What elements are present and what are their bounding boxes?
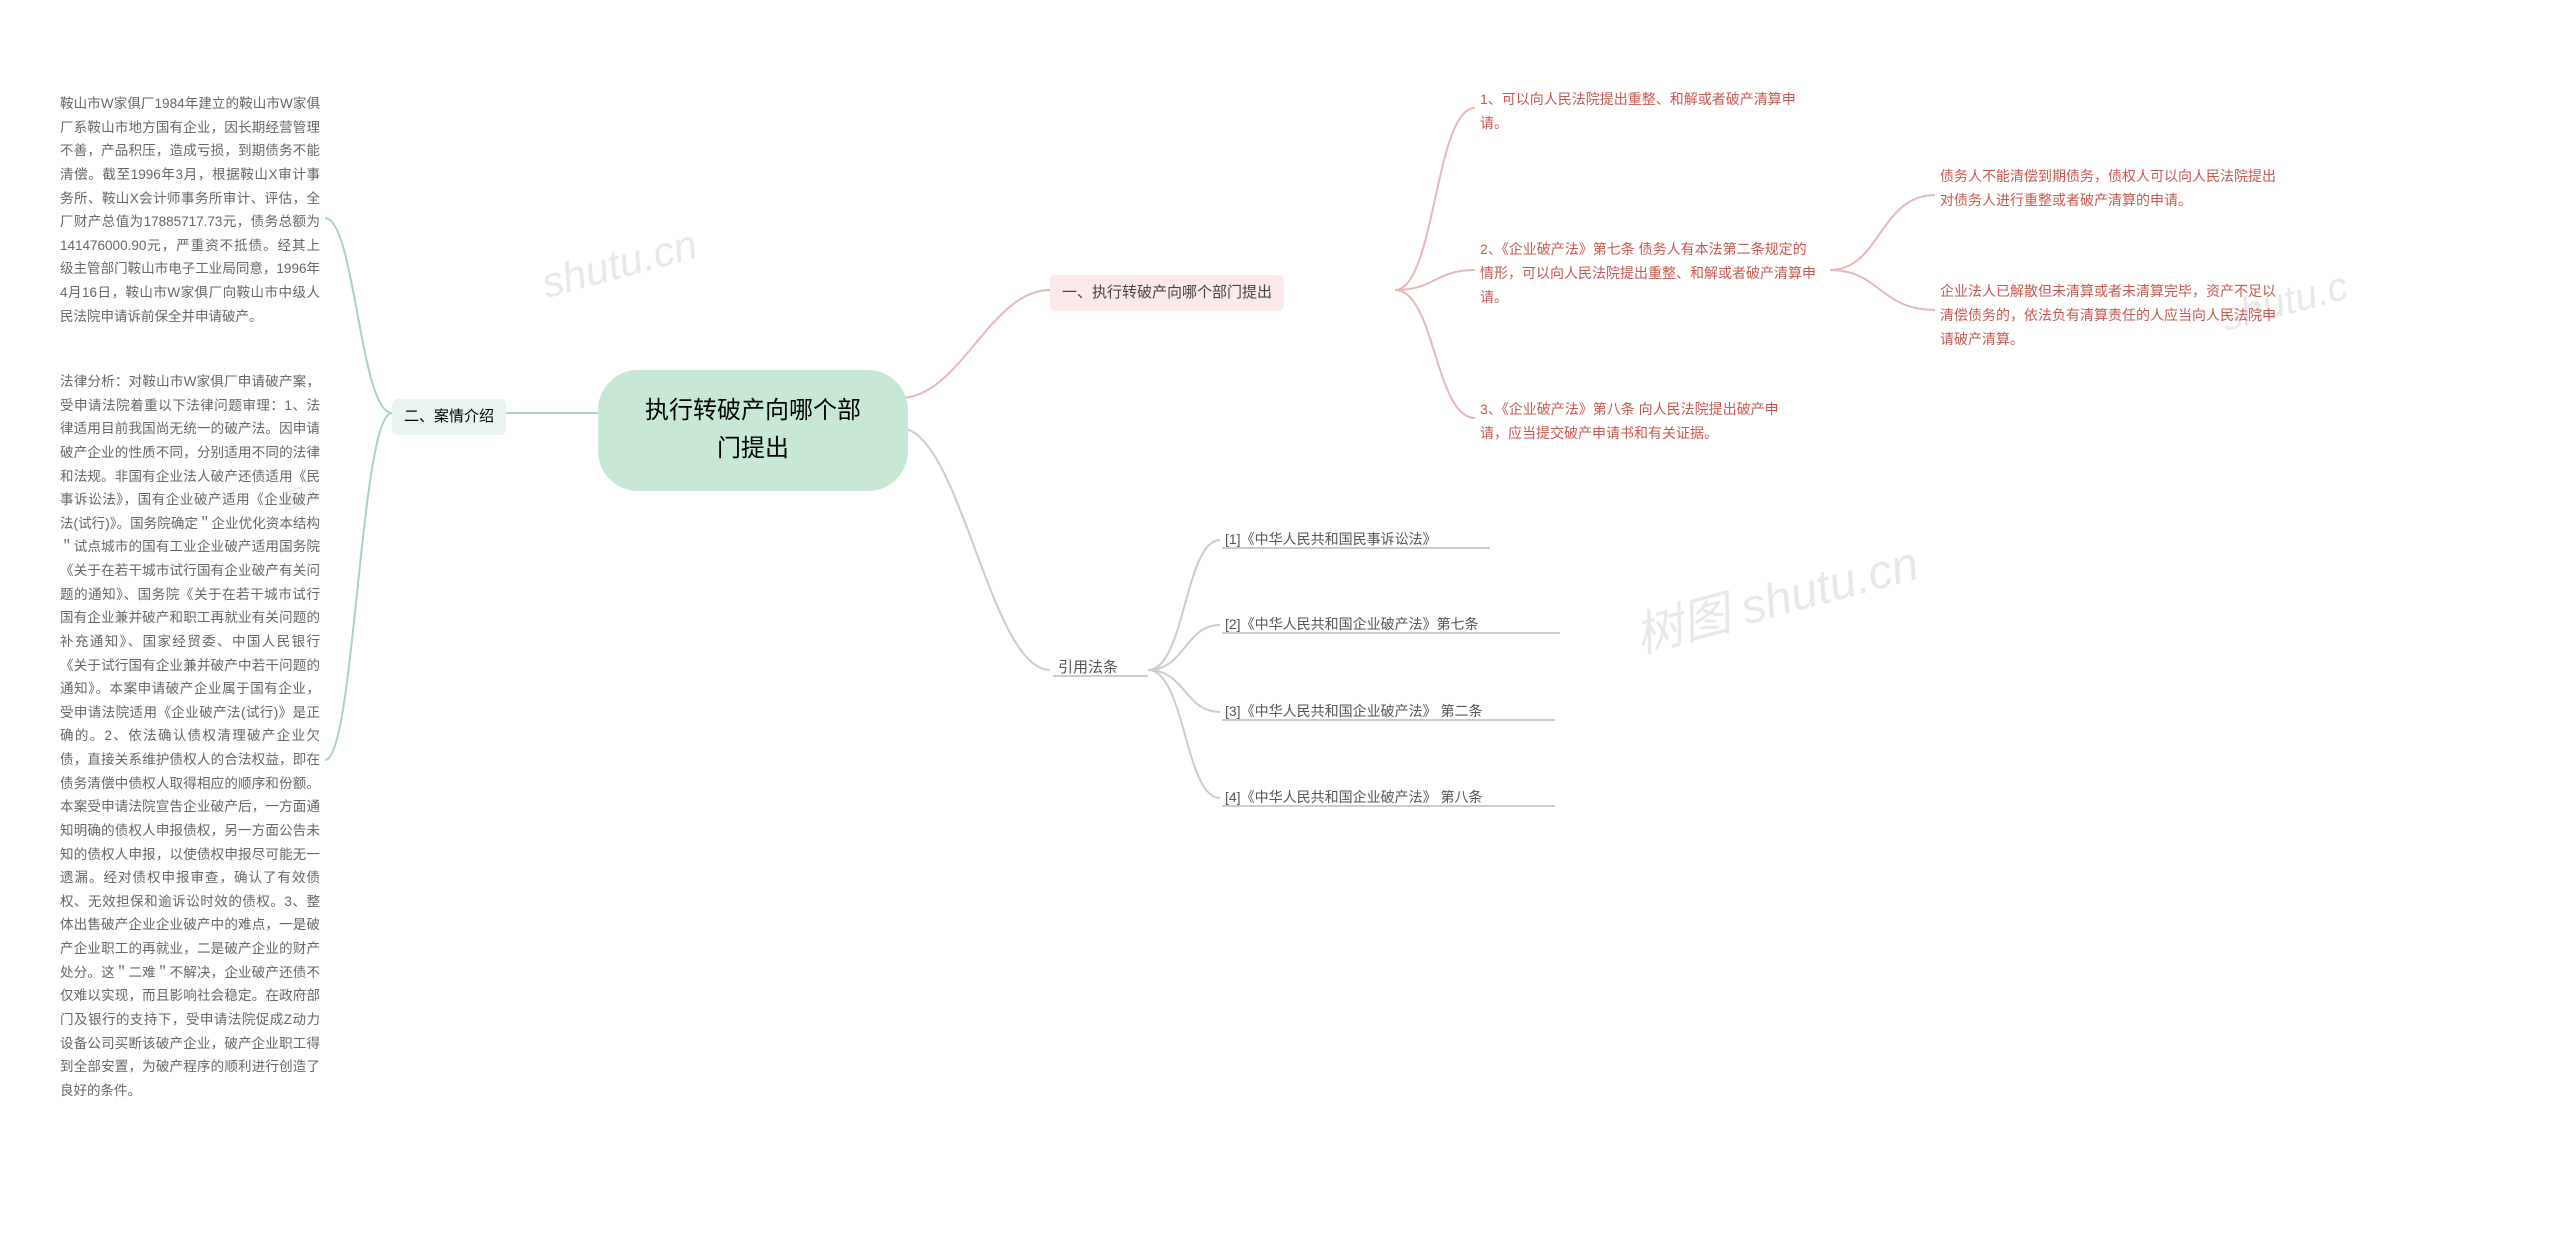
citation-text: [2]《中华人民共和国企业破产法》第七条 [1225,616,1479,632]
section2-block1: 鞍山市W家俱厂1984年建立的鞍山市W家俱厂系鞍山市地方国有企业，因长期经营管理… [60,92,320,328]
section2-block1-text: 鞍山市W家俱厂1984年建立的鞍山市W家俱厂系鞍山市地方国有企业，因长期经营管理… [60,96,320,324]
section1-title-text: 一、执行转破产向哪个部门提出 [1062,284,1272,301]
section1-item: 1、可以向人民法院提出重整、和解或者破产清算申请。 [1480,88,1800,136]
section1-item: 3、《企业破产法》第八条 向人民法院提出破产申请，应当提交破产申请书和有关证据。 [1480,398,1800,446]
section1-sub-item: 企业法人已解散但未清算或者未清算完毕，资产不足以清偿债务的，依法负有清算责任的人… [1940,280,2280,351]
citation-item: [1]《中华人民共和国民事诉讼法》 [1225,528,1437,550]
section1-item-text: 3、《企业破产法》第八条 向人民法院提出破产申请，应当提交破产申请书和有关证据。 [1480,401,1779,441]
watermark: 树图 shutu.cn [1626,524,1925,667]
section1-sub-item: 债务人不能清偿到期债务，债权人可以向人民法院提出对债务人进行重整或者破产清算的申… [1940,165,2280,213]
section1-sub-text: 企业法人已解散但未清算或者未清算完毕，资产不足以清偿债务的，依法负有清算责任的人… [1940,283,2276,347]
section1-item-text: 1、可以向人民法院提出重整、和解或者破产清算申请。 [1480,91,1796,131]
citation-text: [4]《中华人民共和国企业破产法》 第八条 [1225,789,1482,805]
section1-sub-text: 债务人不能清偿到期债务，债权人可以向人民法院提出对债务人进行重整或者破产清算的申… [1940,168,2276,208]
citations-title-text: 引用法条 [1058,659,1118,676]
section2-title-text: 二、案情介绍 [404,408,494,425]
central-title: 执行转破产向哪个部门提出 [645,397,861,462]
citation-text: [1]《中华人民共和国民事诉讼法》 [1225,531,1437,547]
section2-title: 二、案情介绍 [392,399,506,435]
citation-item: [4]《中华人民共和国企业破产法》 第八条 [1225,786,1482,808]
watermark: shutu.cn [536,220,702,307]
section1-title: 一、执行转破产向哪个部门提出 [1050,275,1284,311]
citation-item: [3]《中华人民共和国企业破产法》 第二条 [1225,700,1482,722]
section2-block2: 法律分析：对鞍山市W家俱厂申请破产案，受申请法院着重以下法律问题审理：1、法律适… [60,370,320,1102]
section1-item: 2、《企业破产法》第七条 债务人有本法第二条规定的情形，可以向人民法院提出重整、… [1480,238,1820,309]
section1-item-text: 2、《企业破产法》第七条 债务人有本法第二条规定的情形，可以向人民法院提出重整、… [1480,241,1816,305]
section2-block2-text: 法律分析：对鞍山市W家俱厂申请破产案，受申请法院着重以下法律问题审理：1、法律适… [60,374,320,1098]
central-node: 执行转破产向哪个部门提出 [598,370,908,491]
citation-item: [2]《中华人民共和国企业破产法》第七条 [1225,613,1479,635]
citation-text: [3]《中华人民共和国企业破产法》 第二条 [1225,703,1482,719]
citations-title: 引用法条 [1058,656,1118,680]
